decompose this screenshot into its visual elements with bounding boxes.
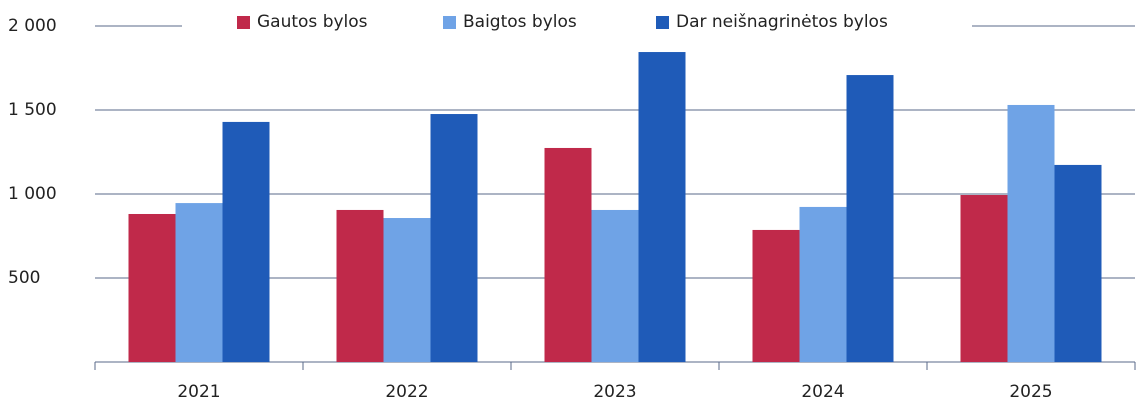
bar [960,195,1008,362]
bar [222,121,270,362]
legend-label: Baigtos bylos [463,12,577,32]
bar [430,114,478,362]
legend-label: Gautos bylos [257,12,368,32]
y-tick-label: 1 500 [8,100,57,120]
bar [128,213,176,362]
bar [544,147,592,362]
bar [752,229,800,362]
bar [638,52,686,362]
legend-swatch [443,16,456,29]
x-tick-label: 2021 [177,382,220,402]
bar [383,218,431,362]
legend-background [182,8,972,40]
bar [591,209,639,362]
bar [846,75,894,362]
bar [175,203,223,362]
x-tick-label: 2025 [1009,382,1052,402]
bar [336,209,384,362]
legend-label: Dar neišnagrinėtos bylos [676,12,888,32]
legend-swatch [656,16,669,29]
x-tick-label: 2024 [801,382,844,402]
legend-swatch [237,16,250,29]
y-tick-label: 1 000 [8,184,57,204]
y-tick-label: 2 000 [8,16,57,36]
bar [1007,104,1055,363]
bar [1054,164,1102,362]
x-tick-label: 2022 [385,382,428,402]
bar [799,206,847,362]
y-tick-label: 500 [8,268,40,288]
x-tick-label: 2023 [593,382,636,402]
